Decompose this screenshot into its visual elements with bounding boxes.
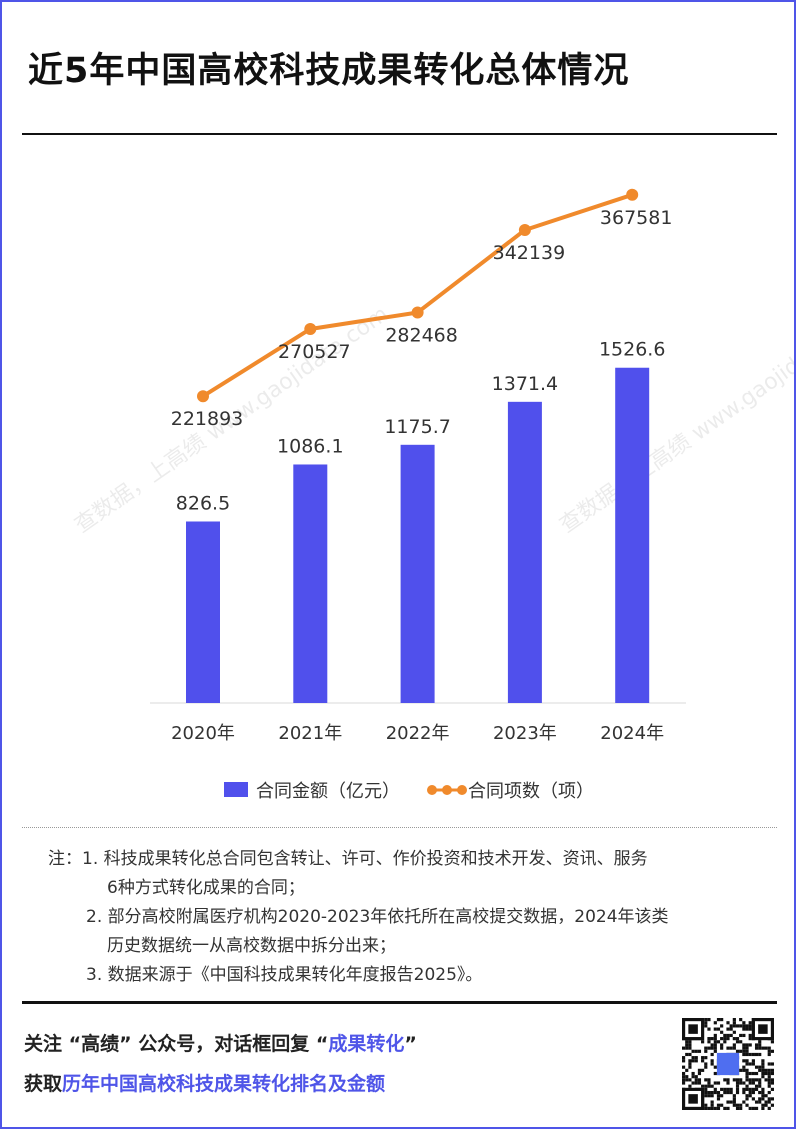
line-point <box>411 306 424 319</box>
legend-line-dot <box>442 785 452 795</box>
x-tick-label: 2022年 <box>386 723 450 744</box>
bar-label: 826.5 <box>176 492 230 514</box>
legend-bar-label: 合同金额（亿元） <box>256 781 400 802</box>
line-point <box>626 188 639 201</box>
x-tick-label: 2020年 <box>171 723 235 744</box>
x-tick-label: 2023年 <box>493 723 557 744</box>
line-label: 221893 <box>171 408 244 430</box>
line-label: 367581 <box>600 207 673 229</box>
bar-label: 1526.6 <box>599 339 665 361</box>
line-label: 342139 <box>493 242 566 264</box>
cta-text: 关注 “高绩” 公众号，对话框回复 “ <box>24 1033 329 1055</box>
x-tick-label: 2024年 <box>600 723 664 744</box>
line-label: 270527 <box>278 341 351 363</box>
line-point <box>518 223 531 236</box>
bar <box>186 521 220 703</box>
cta-text: 获取 <box>24 1073 63 1095</box>
bar <box>615 367 650 703</box>
title-divider <box>22 133 777 135</box>
legend-bar-swatch <box>224 782 248 797</box>
note-1: 注：1. 科技成果转化总合同包含转让、许可、作价投资和技术开发、资讯、服务 <box>48 849 648 869</box>
line-point <box>197 390 209 403</box>
note-2-cont: 历史数据统一从高校数据中拆分出来； <box>107 936 396 956</box>
cta-keyword: 成果转化 <box>328 1033 405 1055</box>
bar <box>507 401 542 703</box>
notes: 注：1. 科技成果转化总合同包含转让、许可、作价投资和技术开发、资讯、服务 6种… <box>48 845 768 990</box>
cta-text: ” <box>404 1033 417 1055</box>
line-series <box>201 192 633 398</box>
combo-chart: 826.5 1086.1 1175.7 1371.4 1526.6 221893 27052… <box>150 188 686 802</box>
cta-highlight: 历年中国高校科技成果转化排名及金额 <box>62 1073 386 1095</box>
qr-code[interactable] <box>682 1018 774 1110</box>
legend-line-dot <box>457 785 467 795</box>
bar <box>400 444 435 703</box>
bar-label: 1175.7 <box>384 416 450 438</box>
footer-divider <box>22 1001 777 1004</box>
footer-cta: 关注 “高绩” 公众号，对话框回复 “成果转化” 获取历年中国高校科技成果转化排… <box>24 1024 417 1104</box>
notes-divider <box>22 827 777 828</box>
line-point <box>304 322 317 335</box>
bar-label: 1086.1 <box>277 435 343 457</box>
legend-line-label: 合同项数（项） <box>468 781 594 802</box>
note-2: 2. 部分高校附属医疗机构2020-2023年依托所在高校提交数据，2024年该… <box>86 907 669 927</box>
note-1-cont: 6种方式转化成果的合同； <box>107 878 305 898</box>
page-title: 近5年中国高校科技成果转化总体情况 <box>28 51 630 91</box>
bar-label: 1371.4 <box>492 373 558 395</box>
x-tick-label: 2021年 <box>278 723 342 744</box>
legend-line-dot <box>427 785 437 795</box>
bar <box>293 464 328 703</box>
line-label: 282468 <box>385 324 458 346</box>
note-3: 3. 数据来源于《中国科技成果转化年度报告2025》。 <box>86 965 483 985</box>
